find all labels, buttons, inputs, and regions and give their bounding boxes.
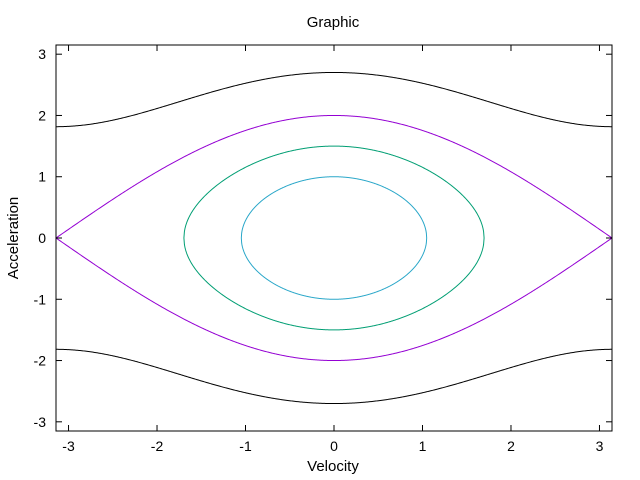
curves-layer bbox=[55, 71, 613, 405]
x-tick-label: -2 bbox=[151, 438, 164, 454]
y-tick-label: 3 bbox=[38, 46, 46, 62]
y-tick-label: -2 bbox=[34, 353, 47, 369]
x-tick-label: 0 bbox=[330, 438, 338, 454]
x-tick-label: 2 bbox=[507, 438, 515, 454]
series-0-curve bbox=[240, 176, 428, 300]
y-tick-label: 1 bbox=[38, 169, 46, 185]
x-tick-label: -1 bbox=[239, 438, 252, 454]
y-tick-label: -1 bbox=[34, 291, 47, 307]
y-tick-label: -3 bbox=[34, 414, 47, 430]
plot-frame bbox=[55, 44, 613, 432]
x-tick-label: -3 bbox=[62, 438, 75, 454]
series-2-upper-curve bbox=[55, 114, 613, 239]
x-tick-label: 1 bbox=[419, 438, 427, 454]
chart-title: Graphic bbox=[307, 14, 360, 31]
y-axis-label: Acceleration bbox=[5, 197, 22, 280]
x-axis-label: Velocity bbox=[307, 458, 359, 475]
series-3-lower-curve bbox=[56, 348, 612, 405]
series-3-upper-curve bbox=[56, 71, 612, 128]
x-tick-label: 3 bbox=[596, 438, 604, 454]
y-tick-label: 2 bbox=[38, 107, 46, 123]
ticks-layer: -3 -2 -1 0 1 2 3 -3 -2 -1 0 1 2 3 bbox=[34, 45, 612, 454]
series-2-lower-curve bbox=[55, 237, 613, 362]
y-tick-label: 0 bbox=[38, 230, 46, 246]
series-1-curve bbox=[183, 145, 485, 331]
